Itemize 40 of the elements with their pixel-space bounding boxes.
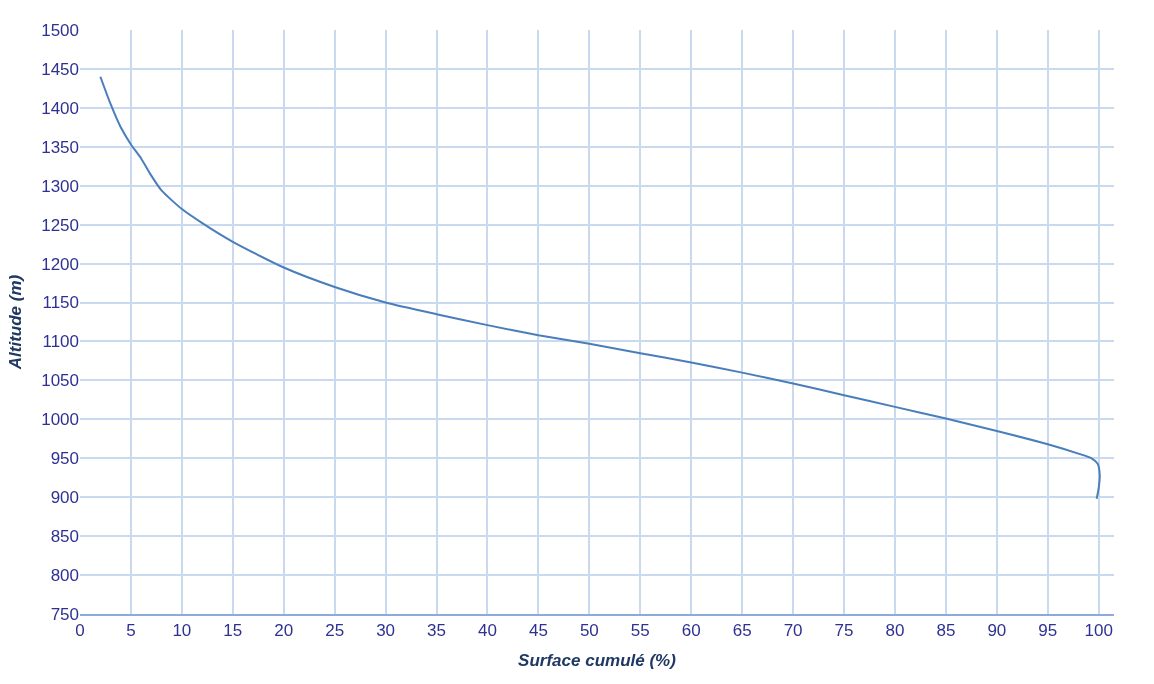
x-tick-label: 65 xyxy=(732,621,752,641)
x-tick-label: 95 xyxy=(1038,621,1058,641)
y-axis-title: Altitude (m) xyxy=(5,274,25,371)
y-tick-label: 1500 xyxy=(41,20,79,40)
x-tick-label: 5 xyxy=(126,621,136,641)
x-tick-label: 40 xyxy=(478,621,497,641)
y-tick-label: 1150 xyxy=(42,293,79,313)
y-tick-label: 1300 xyxy=(41,176,79,196)
y-tick-label: 850 xyxy=(50,527,79,547)
line-series xyxy=(99,75,1101,500)
y-tick-label: 750 xyxy=(50,604,79,624)
x-tick-label: 0 xyxy=(75,621,85,641)
y-tick-label: 900 xyxy=(50,488,79,508)
x-tick-label: 15 xyxy=(223,621,243,641)
x-tick-label: 30 xyxy=(376,621,396,641)
x-axis-title: Surface cumulé (%) xyxy=(518,651,677,671)
x-tick-label: 100 xyxy=(1084,621,1113,641)
y-tick-label: 1000 xyxy=(41,410,79,430)
x-tick-label: 60 xyxy=(681,621,701,641)
y-tick-label: 1350 xyxy=(41,137,79,157)
y-tick-label: 800 xyxy=(50,566,79,586)
x-tick-label: 35 xyxy=(427,621,447,641)
y-tick-label: 1250 xyxy=(41,215,79,235)
x-tick-label: 50 xyxy=(579,621,599,641)
y-tick-label: 1050 xyxy=(41,371,79,391)
y-tick-label: 1450 xyxy=(41,59,79,79)
x-tick-label: 90 xyxy=(987,621,1007,641)
y-tick-label: 1400 xyxy=(41,98,79,118)
x-tick-label: 45 xyxy=(528,621,548,641)
x-tick-label: 75 xyxy=(834,621,854,641)
y-tick-label: 950 xyxy=(50,449,79,469)
x-tick-label: 80 xyxy=(885,621,905,641)
x-tick-label: 20 xyxy=(274,621,294,641)
y-tick-label: 1100 xyxy=(42,332,79,352)
x-tick-label: 25 xyxy=(325,621,345,641)
y-tick-label: 1200 xyxy=(41,254,79,274)
x-tick-label: 55 xyxy=(630,621,650,641)
x-tick-label: 85 xyxy=(936,621,956,641)
x-tick-label: 70 xyxy=(783,621,803,641)
x-tick-label: 10 xyxy=(172,621,192,641)
